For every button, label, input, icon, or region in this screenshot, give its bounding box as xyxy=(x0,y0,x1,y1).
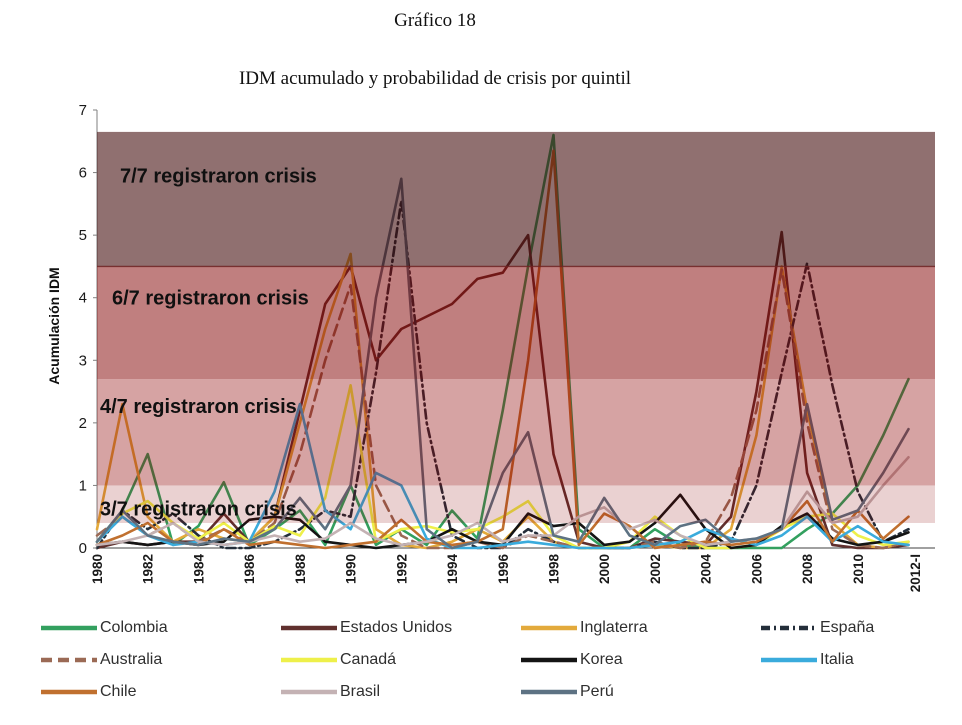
x-tick-label: 1988 xyxy=(293,554,308,585)
x-tick-label: 2012-I xyxy=(908,554,923,592)
x-tick-label: 1984 xyxy=(191,554,206,585)
legend-label: Australia xyxy=(100,651,163,668)
x-tick-label: 1998 xyxy=(546,554,561,585)
y-tick-label: 7 xyxy=(79,102,87,119)
legend-item-brasil: Brasil xyxy=(280,683,520,701)
series-line-colombia xyxy=(95,133,910,550)
crisis-band-label-0: 7/7 registraron crisis xyxy=(120,166,317,188)
legend-label: Perú xyxy=(580,683,614,700)
legend-label: Estados Unidos xyxy=(340,619,453,636)
y-tick-label: 6 xyxy=(79,165,87,182)
x-tick-label: 1980 xyxy=(90,554,105,584)
series-line-perú xyxy=(95,177,910,550)
legend-label: Brasil xyxy=(340,683,381,700)
x-tick-label: 1996 xyxy=(496,554,511,585)
legend-item-inglaterra: Inglaterra xyxy=(520,619,760,637)
series-line-españa xyxy=(95,199,910,550)
legend-item-korea: Korea xyxy=(520,651,760,669)
legend-label: España xyxy=(820,619,875,636)
y-tick-label: 5 xyxy=(79,227,87,244)
legend-swatch xyxy=(41,625,97,631)
legend-label: Inglaterra xyxy=(580,619,648,636)
x-tick-label: 1986 xyxy=(242,554,257,585)
legend-swatch xyxy=(761,625,817,631)
x-tick-label: 2004 xyxy=(699,554,714,585)
y-tick-label: 0 xyxy=(79,540,87,557)
legend-label: Colombia xyxy=(100,619,168,636)
crisis-band-label-2: 4/7 registraron crisis xyxy=(100,396,297,418)
y-tick-label: 2 xyxy=(79,415,87,432)
crisis-band-2 xyxy=(97,379,935,486)
chart-legend: Colombia Estados Unidos Inglaterra España Au… xyxy=(40,612,960,708)
x-tick-label: 2000 xyxy=(597,554,612,584)
crisis-band-3 xyxy=(97,485,935,523)
legend-swatch xyxy=(41,657,97,663)
legend-swatch xyxy=(521,625,577,631)
x-tick-label: 1982 xyxy=(141,554,156,584)
legend-label: Italia xyxy=(820,651,854,668)
legend-swatch xyxy=(41,689,97,695)
legend-label: Chile xyxy=(100,683,137,700)
chart-number-title: Gráfico 18 xyxy=(394,10,476,31)
legend-item-españa: España xyxy=(760,619,960,637)
crisis-band-label-3: 3/7 registraron crisis xyxy=(100,499,297,521)
legend-item-canadá: Canadá xyxy=(280,651,520,669)
legend-item-italia: Italia xyxy=(760,651,960,669)
legend-label: Korea xyxy=(580,651,623,668)
x-tick-label: 2008 xyxy=(800,554,815,585)
legend-item-estados-unidos: Estados Unidos xyxy=(280,619,520,637)
legend-swatch xyxy=(521,657,577,663)
y-tick-label: 3 xyxy=(79,352,87,369)
legend-swatch xyxy=(281,689,337,695)
legend-swatch xyxy=(281,657,337,663)
x-tick-label: 1990 xyxy=(344,554,359,584)
legend-swatch xyxy=(281,625,337,631)
line-chart: 7/7 registraron crisis 6/7 registraron cr… xyxy=(79,102,935,592)
legend-item-colombia: Colombia xyxy=(40,619,280,637)
y-tick-label: 4 xyxy=(79,290,87,307)
y-tick-label: 1 xyxy=(79,477,87,494)
legend-swatch xyxy=(761,657,817,663)
x-tick-label: 2010 xyxy=(851,554,866,584)
crisis-band-1 xyxy=(97,266,935,380)
crisis-band-label-1: 6/7 registraron crisis xyxy=(112,288,309,310)
legend-item-australia: Australia xyxy=(40,651,280,669)
legend-swatch xyxy=(521,689,577,695)
x-tick-label: 2002 xyxy=(648,554,663,584)
legend-label: Canadá xyxy=(340,651,397,668)
legend-item-chile: Chile xyxy=(40,683,280,701)
chart-subtitle: IDM acumulado y probabilidad de crisis p… xyxy=(238,68,632,89)
crisis-band-0 xyxy=(97,131,935,267)
x-tick-label: 2006 xyxy=(749,554,764,585)
x-tick-label: 1992 xyxy=(394,554,409,584)
legend-item-perú: Perú xyxy=(520,683,760,701)
x-tick-label: 1994 xyxy=(445,554,460,585)
